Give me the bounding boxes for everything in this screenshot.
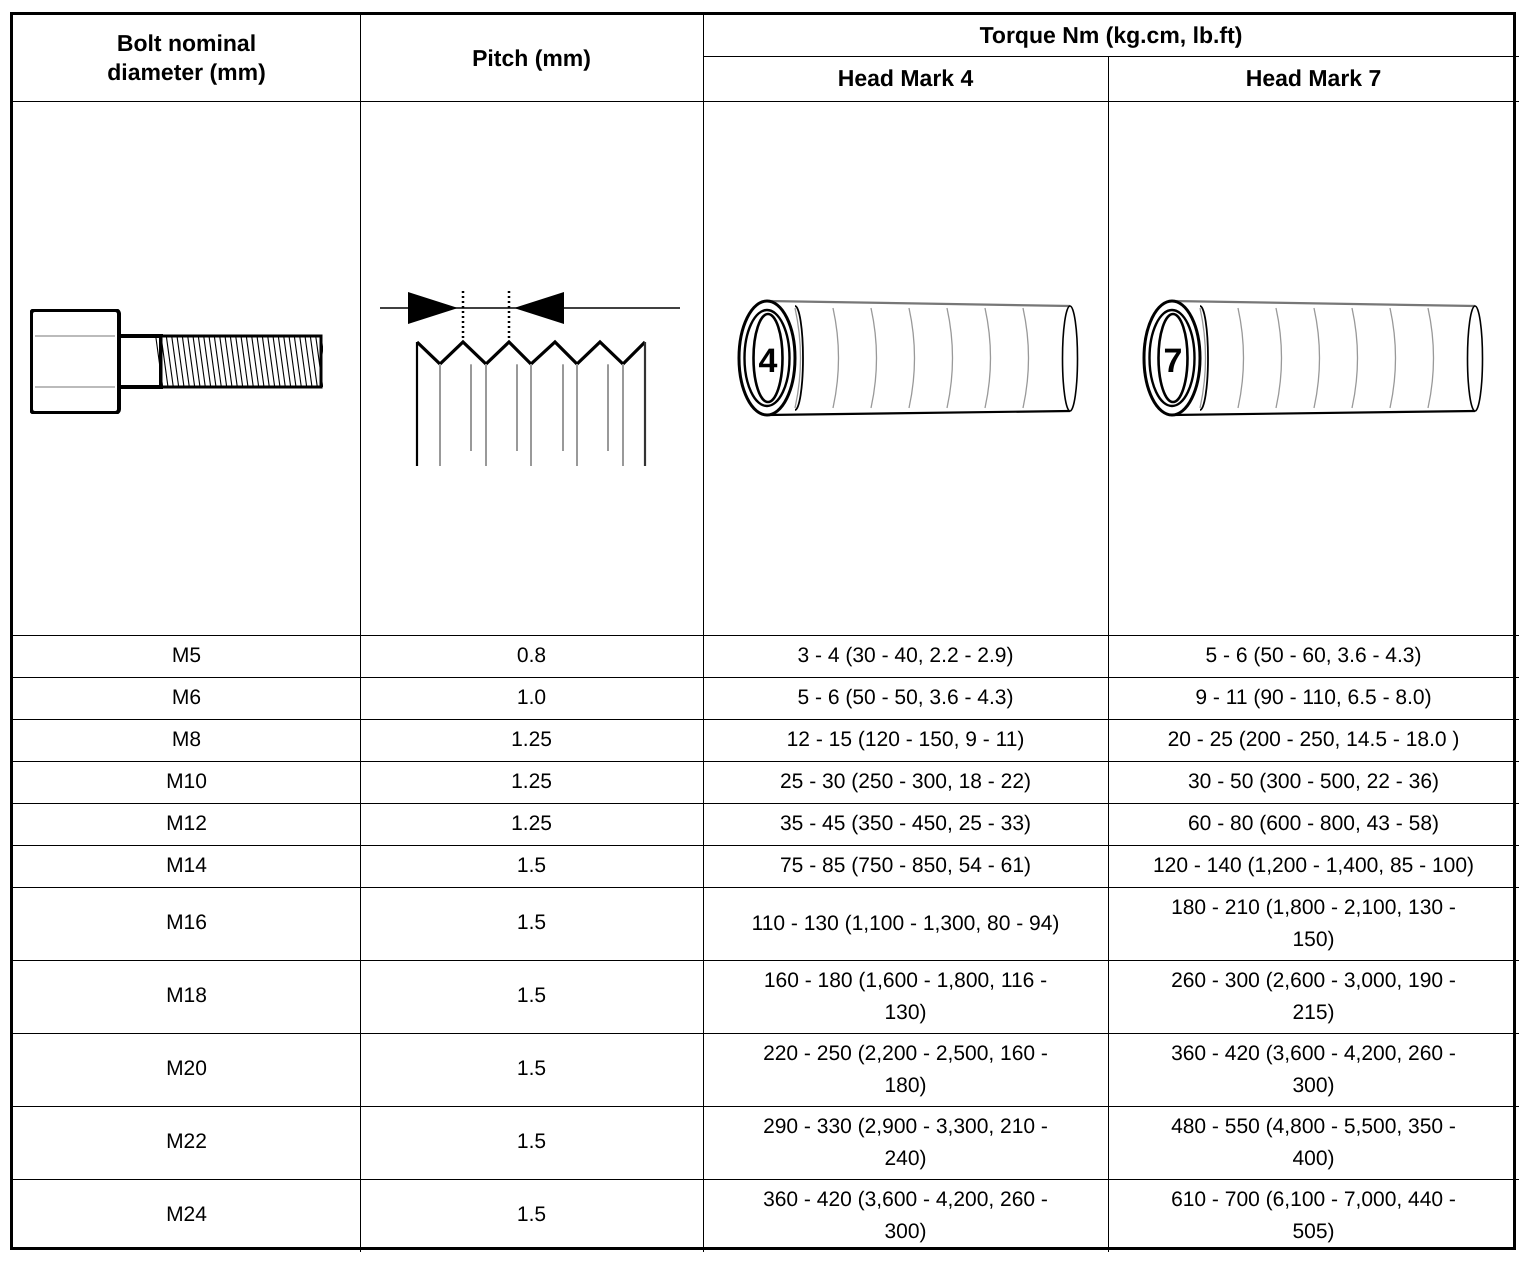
svg-text:4: 4 (759, 342, 778, 380)
svg-text:7: 7 (1164, 342, 1183, 380)
